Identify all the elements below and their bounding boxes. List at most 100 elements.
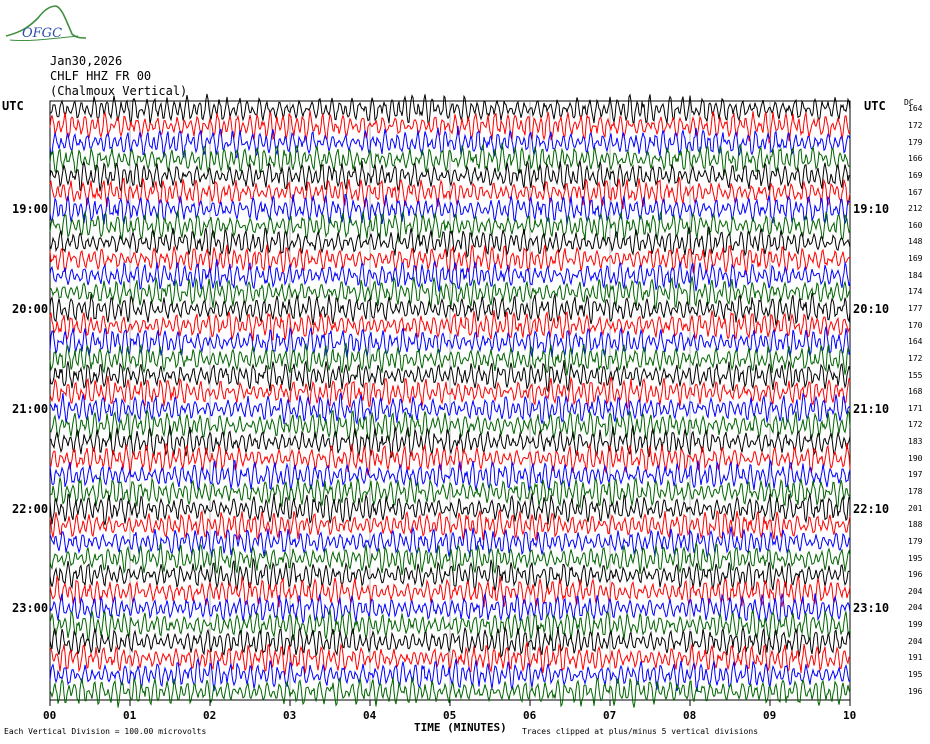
dc-offset-label: 164	[908, 337, 923, 347]
chart-date: Jan30,2026	[50, 54, 123, 68]
x-tick-label: 08	[683, 709, 697, 722]
trace-line	[49, 193, 851, 225]
dc-offset-label: 169	[908, 170, 923, 180]
x-tick-label: 05	[443, 709, 457, 722]
dc-offset-label: 184	[908, 270, 923, 280]
dc-offset-label: 183	[908, 437, 923, 447]
dc-offset-label: 155	[908, 370, 923, 380]
dc-offset-label: 204	[908, 636, 923, 646]
dc-offset-label: 179	[908, 536, 923, 546]
dc-offset-label: 168	[908, 387, 923, 397]
chart-station: (Chalmoux Vertical)	[50, 84, 188, 98]
dc-offset-label: 188	[908, 520, 923, 530]
dc-offset-label: 201	[908, 503, 923, 513]
dc-offset-label: 177	[908, 303, 923, 313]
trace-line	[49, 676, 851, 708]
dc-offset-label: 178	[908, 487, 923, 496]
clip-note: Traces clipped at plus/minus 5 vertical …	[522, 727, 759, 736]
trace-line	[49, 292, 851, 326]
x-tick-label: 04	[363, 709, 377, 722]
right-time-label: 19:10	[853, 202, 890, 217]
x-axis-label: TIME (MINUTES)	[414, 721, 507, 734]
trace-line	[49, 425, 851, 459]
trace-line	[49, 493, 851, 526]
trace-line	[49, 526, 851, 558]
trace-line	[49, 476, 851, 510]
x-tick-label: 10	[843, 709, 857, 722]
right-time-label: 20:10	[853, 301, 890, 316]
dc-offset-label: 190	[908, 453, 923, 463]
trace-line	[49, 142, 851, 176]
utc-left-label: UTC	[2, 99, 24, 113]
utc-right-label: UTC	[864, 99, 886, 113]
dc-offset-label: 172	[908, 120, 923, 130]
dc-offset-label: 174	[908, 287, 923, 297]
dc-offset-label: 196	[908, 570, 923, 580]
trace-line	[49, 342, 851, 376]
right-time-label: 23:10	[853, 601, 890, 616]
x-tick-label: 02	[203, 709, 217, 722]
trace-line	[49, 310, 851, 342]
left-time-label: 21:00	[12, 401, 49, 416]
dc-header-label: DC	[904, 98, 914, 107]
dc-offset-label: 166	[908, 154, 923, 164]
dc-offset-label: 212	[908, 204, 923, 214]
dc-offset-label: 195	[908, 553, 923, 563]
x-tick-label: 09	[763, 709, 777, 722]
ofgc-logo	[5, 5, 87, 42]
trace-line	[49, 542, 851, 576]
dc-offset-label: 169	[908, 254, 923, 264]
left-time-label: 23:00	[12, 601, 49, 616]
left-time-label: 20:00	[12, 301, 49, 316]
trace-line	[49, 641, 851, 676]
scale-note: Each Vertical Division = 100.00 microvol…	[4, 727, 207, 736]
left-time-label: 19:00	[12, 202, 49, 217]
trace-line	[49, 208, 851, 243]
trace-line	[49, 375, 851, 411]
trace-line	[49, 259, 851, 292]
trace-line	[49, 556, 850, 592]
dc-offset-label: 172	[908, 420, 923, 430]
left-time-label: 22:00	[12, 501, 49, 516]
right-time-label: 22:10	[853, 501, 890, 516]
x-tick-label: 00	[43, 709, 57, 722]
dc-offset-label: 172	[908, 353, 923, 363]
chart-channel: CHLF HHZ FR 00	[50, 69, 152, 83]
dc-offset-label: 204	[908, 603, 923, 613]
trace-line	[49, 176, 851, 210]
dc-offset-label: 191	[908, 653, 923, 663]
trace-line	[49, 409, 851, 443]
trace-line	[49, 657, 851, 692]
trace-line	[49, 592, 851, 625]
trace-line	[49, 276, 851, 310]
trace-line	[50, 93, 851, 125]
dc-offset-label: 171	[908, 403, 923, 413]
dc-offset-label: 164	[908, 104, 923, 114]
x-tick-label: 06	[523, 709, 537, 722]
dc-offset-label: 196	[908, 686, 923, 696]
right-time-label: 21:10	[853, 401, 890, 416]
x-tick-label: 01	[123, 709, 137, 722]
trace-line	[49, 625, 851, 658]
trace-line	[49, 576, 851, 609]
dc-offset-label: 160	[908, 220, 923, 230]
trace-line	[49, 392, 851, 426]
dc-offset-label: 195	[908, 670, 923, 680]
dc-offset-label: 148	[908, 237, 923, 247]
trace-line	[49, 160, 851, 193]
dc-offset-label: 170	[908, 320, 923, 330]
trace-line	[49, 608, 851, 642]
trace-line	[49, 244, 851, 276]
trace-line	[49, 459, 851, 491]
dc-offset-label: 167	[908, 187, 923, 197]
logo-text: OFGC	[22, 26, 63, 41]
dc-offset-label: 199	[908, 620, 923, 630]
dc-offset-label: 179	[908, 137, 923, 147]
trace-line	[49, 509, 851, 541]
trace-line	[49, 326, 851, 358]
dc-offset-label: 197	[908, 470, 923, 480]
x-tick-label: 03	[283, 709, 297, 722]
trace-line	[49, 359, 851, 393]
trace-line	[49, 226, 851, 259]
